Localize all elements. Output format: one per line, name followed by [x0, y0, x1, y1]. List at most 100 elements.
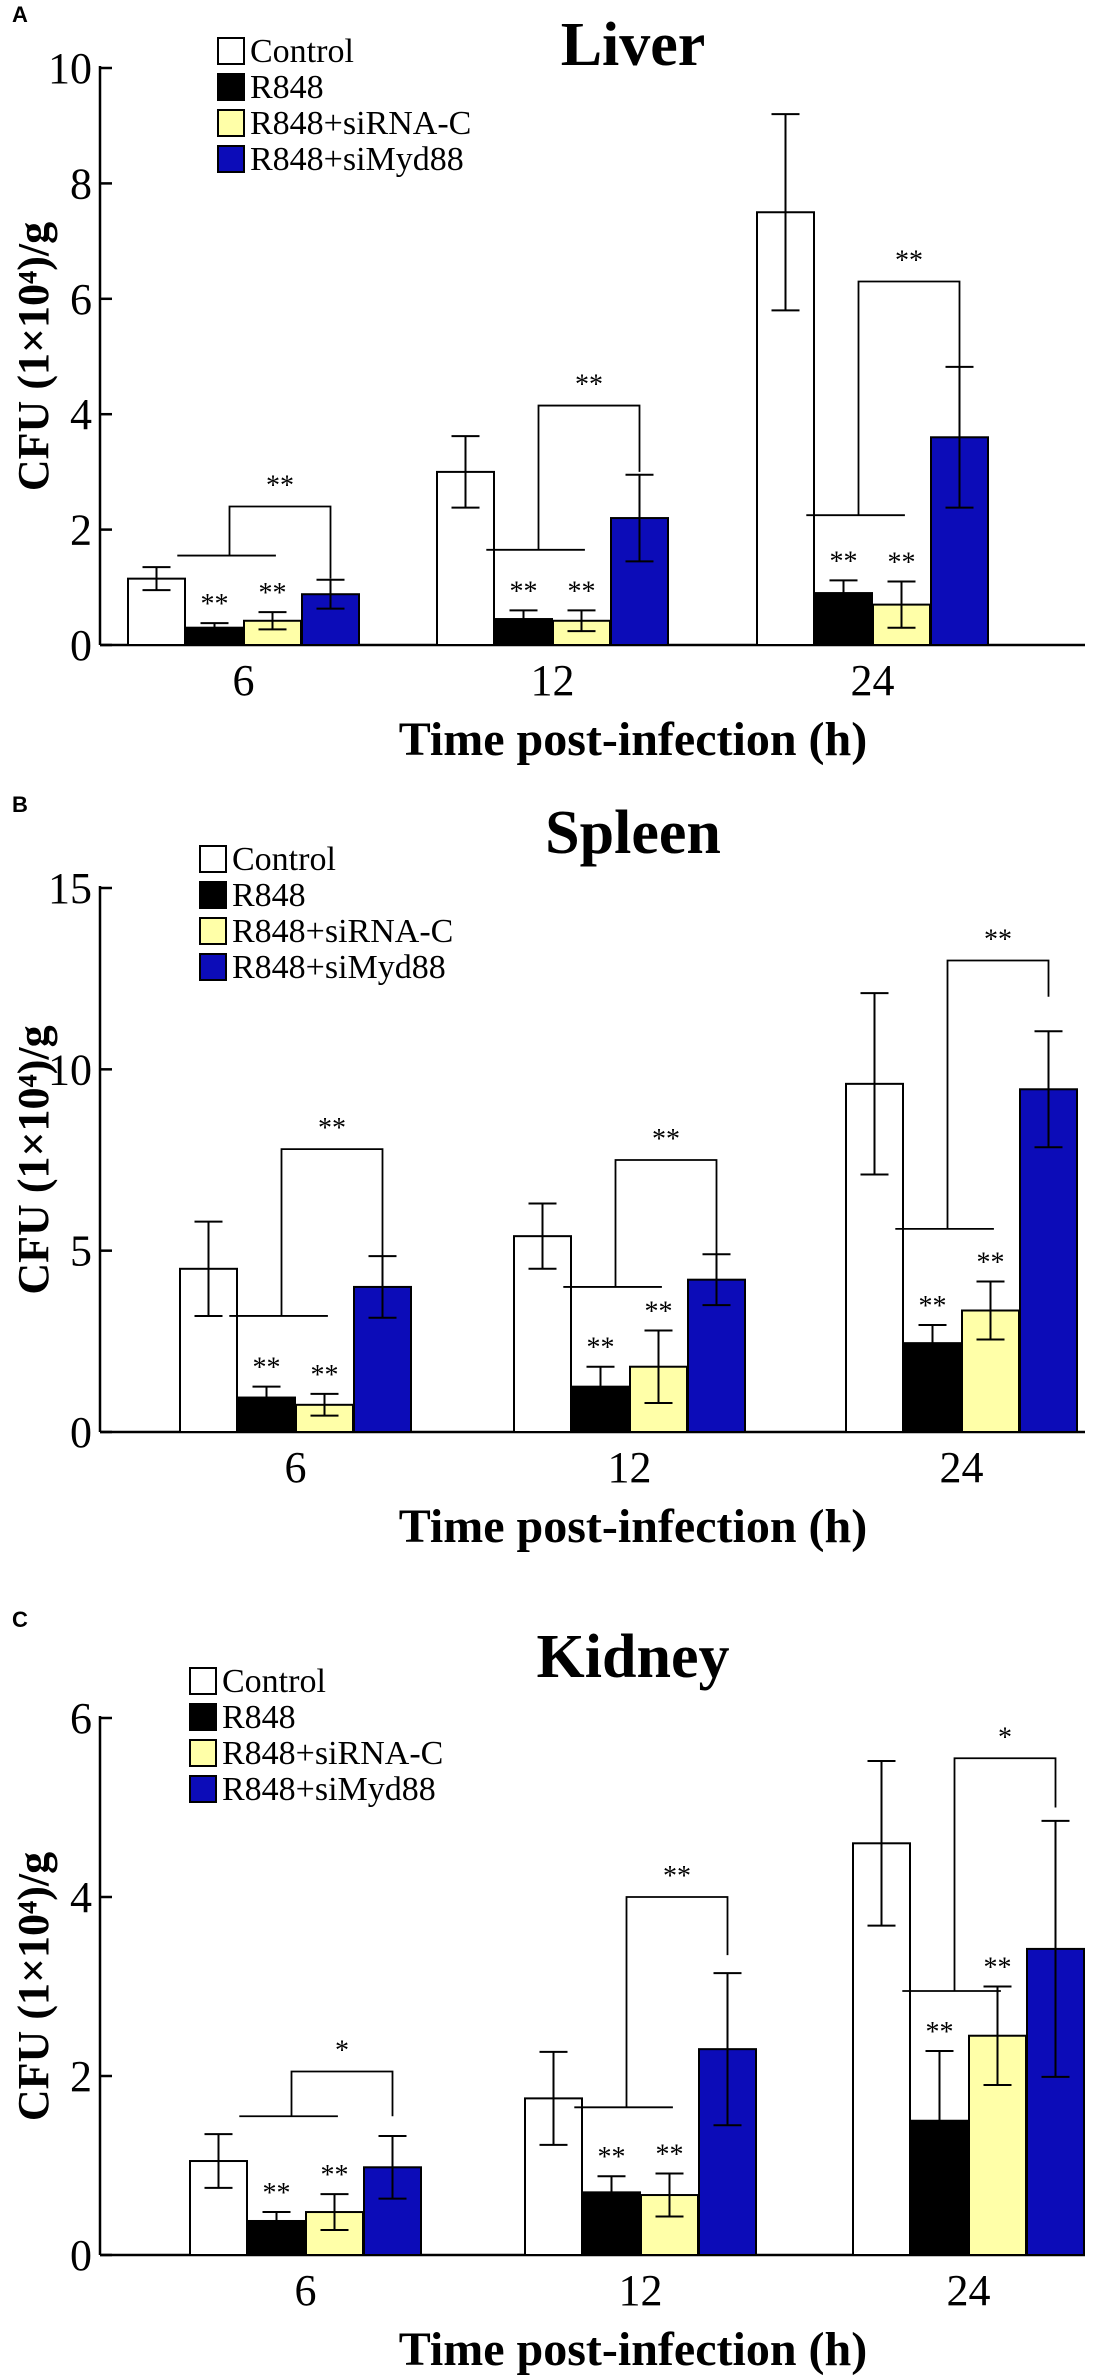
legend-swatch: [199, 881, 227, 909]
legend-swatch: [199, 845, 227, 873]
y-tick-label: 10: [48, 44, 92, 93]
y-tick-label: 2: [70, 2052, 92, 2101]
y-tick-label: 10: [48, 1045, 92, 1094]
x-axis-label: Time post-infection (h): [399, 713, 867, 766]
legend-swatch: [189, 1739, 217, 1767]
comparison-label: **: [575, 370, 603, 401]
legend-entry: Control: [232, 841, 336, 878]
x-tick-label: 12: [608, 1443, 652, 1492]
x-axis-label: Time post-infection (h): [399, 2323, 867, 2376]
x-tick-label: 24: [947, 2266, 991, 2315]
comparison-label: **: [652, 1124, 680, 1155]
significance-label: **: [568, 576, 596, 607]
panel-letter: B: [12, 792, 28, 817]
y-tick-label: 0: [70, 621, 92, 670]
x-tick-label: 6: [233, 656, 255, 705]
panel-b: B Spleen 0 5 10 15 CFU (1×10⁴)/g Time post-infe…: [9, 792, 1085, 1553]
legend-entry: R848+siRNA-C: [222, 1735, 443, 1772]
legend-swatch: [217, 109, 245, 137]
significance-label: **: [201, 589, 229, 620]
x-tick-label: 24: [851, 656, 895, 705]
significance-label: **: [919, 1291, 947, 1322]
significance-label: **: [656, 2140, 684, 2171]
comparison-label: **: [895, 245, 923, 276]
comparison-bracket: [625, 1896, 729, 2108]
comparison-bracket: [946, 959, 1050, 1229]
legend-swatch: [217, 145, 245, 173]
comparison-bracket: [953, 1757, 1057, 1991]
legend-entry: R848+siMyd88: [232, 949, 446, 986]
significance-label: **: [253, 1353, 281, 1384]
chart-title: Kidney: [537, 1623, 730, 1691]
comparison-bracket: [537, 404, 641, 550]
panel-letter: C: [12, 1607, 28, 1632]
legend-entry: Control: [222, 1663, 326, 1700]
legend-swatch: [189, 1775, 217, 1803]
legend-swatch: [217, 37, 245, 65]
y-tick-label: 5: [70, 1227, 92, 1276]
y-axis-label: CFU (1×10⁴)/g: [9, 222, 58, 491]
significance-label: **: [598, 2142, 626, 2173]
x-axis-label: Time post-infection (h): [399, 1500, 867, 1553]
significance-label: **: [510, 576, 538, 607]
y-tick-label: 4: [70, 1873, 92, 1922]
comparison-label: *: [998, 1722, 1012, 1753]
legend-entry: R848+siMyd88: [250, 141, 464, 178]
legend-entry: R848+siMyd88: [222, 1771, 436, 1808]
x-tick-label: 12: [531, 656, 575, 705]
y-tick-label: 6: [70, 1694, 92, 1743]
x-tick-label: 6: [295, 2266, 317, 2315]
x-tick-label: 6: [285, 1443, 307, 1492]
y-axis-label: CFU (1×10⁴)/g: [9, 1852, 58, 2121]
legend-swatch: [189, 1703, 217, 1731]
legend-swatch: [217, 73, 245, 101]
panel-letter: A: [12, 2, 28, 27]
significance-label: **: [888, 548, 916, 579]
y-tick-label: 6: [70, 275, 92, 324]
comparison-bracket: [857, 280, 961, 516]
legend-swatch: [189, 1667, 217, 1695]
legend-entry: R848: [250, 69, 324, 106]
legend-entry: Control: [250, 33, 354, 70]
comparison-label: **: [984, 925, 1012, 956]
y-tick-label: 0: [70, 1408, 92, 1457]
legend-swatch: [199, 917, 227, 945]
comparison-label: **: [663, 1861, 691, 1892]
chart-title: Liver: [561, 11, 706, 79]
y-axis-label: CFU (1×10⁴)/g: [9, 1025, 58, 1294]
comparison-label: *: [335, 2036, 349, 2067]
significance-label: **: [263, 2178, 291, 2209]
significance-label: **: [984, 1953, 1012, 1984]
significance-label: **: [311, 1360, 339, 1391]
significance-label: **: [587, 1333, 615, 1364]
significance-label: **: [830, 546, 858, 577]
comparison-bracket: [290, 2070, 394, 2117]
comparison-label: **: [318, 1113, 346, 1144]
significance-label: **: [321, 2160, 349, 2191]
significance-label: **: [926, 2017, 954, 2048]
legend-entry: R848: [222, 1699, 296, 1736]
legend-entry: R848+siRNA-C: [232, 913, 453, 950]
comparison-label: **: [266, 471, 294, 502]
chart-title: Spleen: [545, 799, 721, 867]
y-tick-label: 0: [70, 2231, 92, 2280]
y-tick-label: 15: [48, 864, 92, 913]
y-tick-label: 4: [70, 390, 92, 439]
x-tick-label: 24: [940, 1443, 984, 1492]
significance-label: **: [645, 1296, 673, 1327]
bar-r848: [247, 2219, 306, 2256]
comparison-bracket: [280, 1148, 384, 1316]
comparison-bracket: [228, 505, 332, 579]
significance-label: **: [977, 1247, 1005, 1278]
x-tick-label: 12: [619, 2266, 663, 2315]
y-tick-label: 2: [70, 506, 92, 555]
y-tick-label: 8: [70, 159, 92, 208]
significance-label: **: [259, 578, 287, 609]
legend-entry: R848: [232, 877, 306, 914]
legend-swatch: [199, 953, 227, 981]
comparison-bracket: [614, 1159, 718, 1287]
legend-entry: R848+siRNA-C: [250, 105, 471, 142]
